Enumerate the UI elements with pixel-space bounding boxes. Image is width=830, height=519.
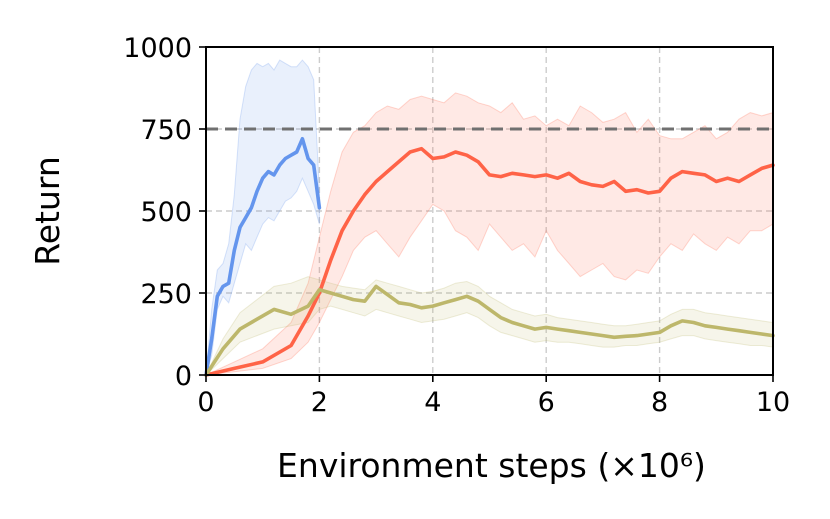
x-tick-label-2: 4 (424, 387, 441, 418)
y-ticks: 0 250 500 750 1000 (123, 33, 206, 392)
y-tick-label-2: 500 (140, 197, 192, 228)
y-tick-label-1: 250 (140, 279, 192, 310)
confidence-bands (205, 59, 774, 376)
y-tick-label-3: 750 (140, 115, 192, 146)
x-ticks: 0 2 4 6 8 10 (197, 375, 790, 418)
series-1-line (204, 146, 775, 377)
grid (206, 47, 773, 375)
x-tick-label-1: 2 (311, 387, 328, 418)
x-tick-label-3: 6 (538, 387, 555, 418)
series-2-band (205, 276, 774, 376)
series-2-line (204, 284, 775, 377)
y-axis-label: Return (28, 156, 67, 266)
y-tick-label-4: 1000 (123, 33, 192, 64)
x-tick-label-4: 8 (651, 387, 668, 418)
series-lines (204, 137, 775, 377)
x-tick-label-0: 0 (197, 387, 214, 418)
y-tick-label-0: 0 (175, 361, 192, 392)
series-0-line (204, 137, 322, 377)
x-tick-label-5: 10 (756, 387, 790, 418)
x-axis-label: Environment steps (×10⁶) (277, 446, 706, 485)
